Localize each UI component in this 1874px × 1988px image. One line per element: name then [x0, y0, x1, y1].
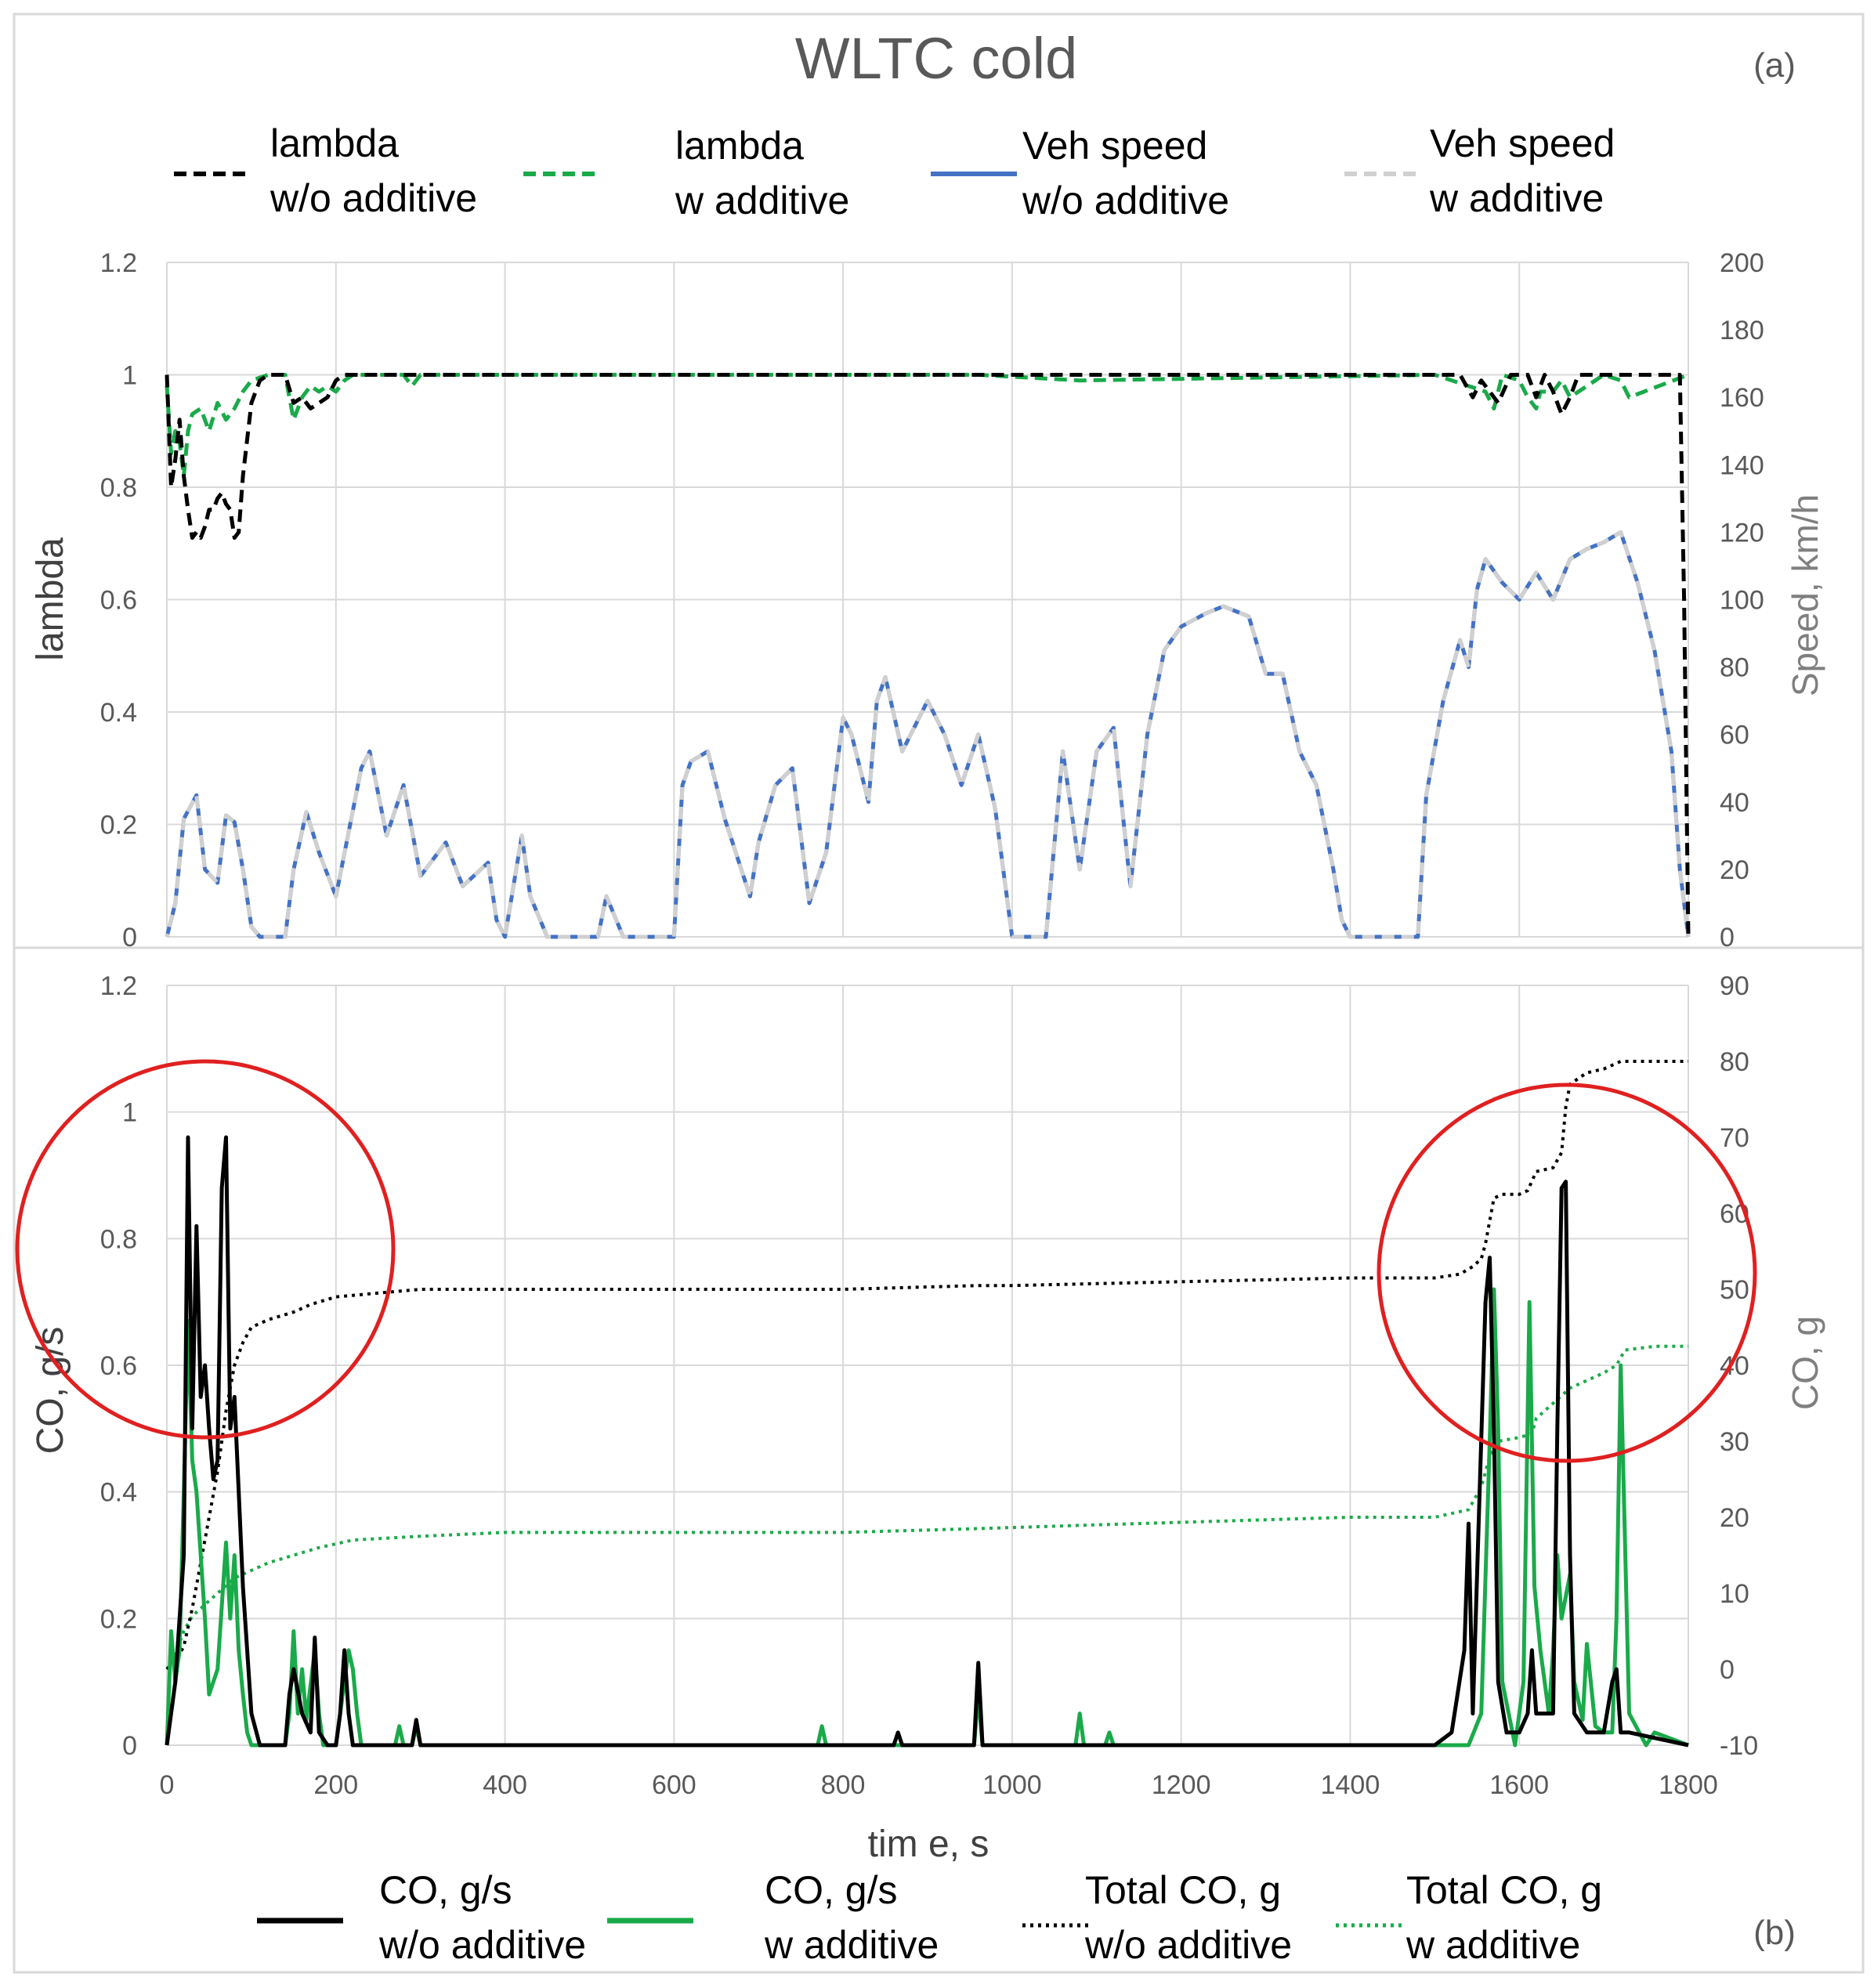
- y2-tick-label-7: 140: [1720, 450, 1764, 480]
- legend-item-speed-w: Veh speed w additive: [1344, 121, 1615, 220]
- legend-label-co-w-line2: w additive: [764, 1923, 939, 1967]
- legend-label-lambda-wo-line2: w/o additive: [270, 176, 477, 220]
- x-tick-label-2: 400: [483, 1770, 527, 1800]
- y2-tick-label-0: 0: [1720, 923, 1735, 952]
- x-tick-label-0: 0: [160, 1770, 175, 1800]
- panel-b-y-axis-title: CO, g/s: [30, 1327, 71, 1455]
- y-tick-label-4: 0.8: [100, 473, 137, 503]
- legend-label-total-w-line1: Total CO, g: [1406, 1868, 1602, 1912]
- legend-item-lambda-wo: lambda w/o additive: [174, 121, 477, 220]
- y-tick-label-6: 1.2: [100, 248, 137, 278]
- y2-tick-label-9: 80: [1720, 1047, 1749, 1077]
- panel-a-plot: 0 0.2 0.4 0.6 0.8 1 1.2 0 20 40 60 80 100 120 140 160 1…: [30, 248, 1825, 952]
- panel-b-plot: 00.20.40.60.811.2 -100102030405060708090…: [15, 971, 1825, 1865]
- y2-tick-label-2: 40: [1720, 788, 1749, 818]
- panel-label-b: (b): [1753, 1914, 1796, 1952]
- x-tick-label-6: 1200: [1152, 1770, 1211, 1800]
- legend-label-lambda-wo-line1: lambda: [270, 121, 399, 165]
- legend-label-lambda-w-line1: lambda: [675, 124, 804, 168]
- y-tick-label-4: 0.8: [100, 1224, 137, 1254]
- legend-label-speed-wo-line1: Veh speed: [1022, 124, 1207, 168]
- x-tick-label-3: 600: [652, 1770, 696, 1800]
- y2-tick-label-3: 60: [1720, 721, 1749, 750]
- y-tick-label-1: 0.2: [100, 811, 137, 840]
- legend-label-total-wo-line2: w/o additive: [1084, 1923, 1292, 1967]
- y2-tick-label-4: 30: [1720, 1427, 1749, 1457]
- x-tick-label-9: 1800: [1659, 1770, 1718, 1800]
- highlight-circle-right: [1377, 1083, 1757, 1463]
- panel-label-a: (a): [1753, 46, 1796, 85]
- y2-tick-label-6: 120: [1720, 518, 1764, 548]
- legend-a: lambda w/o additive lambda w additive Ve…: [174, 121, 1615, 222]
- y2-tick-label-1: 20: [1720, 855, 1749, 885]
- panel-b-y2-axis-title: CO, g: [1785, 1316, 1825, 1410]
- series-line-lambda-wo: [165, 373, 1691, 938]
- series-line-total-wo: [165, 1060, 1688, 1671]
- x-tick-label-1: 200: [313, 1770, 358, 1800]
- y2-tick-label-4: 80: [1720, 653, 1749, 683]
- legend-label-co-wo-line2: w/o additive: [378, 1923, 586, 1967]
- legend-label-co-wo-line1: CO, g/s: [379, 1868, 512, 1912]
- panel-a-right-axis-ticks: 0 20 40 60 80 100 120 140 160 180 200: [1720, 248, 1764, 952]
- series-line-speed-w: [165, 530, 1691, 939]
- legend-item-lambda-w: lambda w additive: [523, 124, 849, 222]
- y2-tick-label-10: 200: [1720, 248, 1764, 278]
- legend-label-speed-w-line2: w additive: [1429, 176, 1604, 220]
- y2-tick-label-5: 100: [1720, 586, 1764, 616]
- legend-item-total-wo: Total CO, g w/o additive: [1022, 1868, 1292, 1967]
- legend-item-co-w: CO, g/s w additive: [607, 1868, 939, 1967]
- y-tick-label-3: 0.6: [100, 1351, 137, 1381]
- y2-tick-label-1: 0: [1720, 1655, 1735, 1685]
- legend-label-lambda-w-line2: w additive: [675, 179, 849, 222]
- y-tick-label-5: 1: [122, 361, 137, 391]
- y2-tick-label-9: 180: [1720, 316, 1764, 345]
- series-line-lambda-w: [165, 373, 1689, 479]
- panel-a-y-axis-title: lambda: [30, 537, 71, 661]
- x-tick-label-8: 1600: [1489, 1770, 1549, 1800]
- panel-a-y2-axis-title: Speed, km/h: [1785, 494, 1825, 696]
- panel-a-left-axis-ticks: 0 0.2 0.4 0.6 0.8 1 1.2: [100, 248, 137, 952]
- legend-label-speed-wo-line2: w/o additive: [1022, 179, 1229, 222]
- legend-item-speed-wo: Veh speed w/o additive: [931, 124, 1229, 222]
- y-tick-label-3: 0.6: [100, 586, 137, 616]
- legend-label-speed-w-line1: Veh speed: [1430, 121, 1615, 165]
- x-tick-label-5: 1000: [982, 1770, 1042, 1800]
- y-tick-label-0: 0: [122, 923, 137, 952]
- legend-label-co-w-line1: CO, g/s: [765, 1868, 897, 1912]
- y2-tick-label-10: 90: [1720, 971, 1749, 1001]
- series-line-co-wo: [165, 1135, 1689, 1748]
- y2-tick-label-2: 10: [1720, 1579, 1749, 1609]
- legend-item-total-w: Total CO, g w additive: [1336, 1868, 1602, 1967]
- y-tick-label-2: 0.4: [100, 698, 137, 728]
- panel-b-x-axis-title: tim e, s: [868, 1824, 989, 1865]
- y-tick-label-5: 1: [122, 1098, 137, 1128]
- y-tick-label-0: 0: [122, 1731, 137, 1761]
- legend-label-total-w-line2: w additive: [1406, 1923, 1580, 1967]
- chart-title: WLTC cold: [795, 26, 1077, 91]
- y2-tick-label-8: 160: [1720, 383, 1764, 413]
- y-tick-label-2: 0.4: [100, 1478, 137, 1508]
- panel-b-left-axis-ticks: 0 0.2 0.4 0.6 0.8 1 1.2: [100, 971, 137, 1761]
- legend-b: CO, g/s w/o additive CO, g/s w additive …: [257, 1868, 1602, 1967]
- panel-b-x-axis-ticks: 0 200 400 600 800 1000 1200 1400 1600 1800: [160, 1770, 1718, 1800]
- y2-tick-label-3: 20: [1720, 1503, 1749, 1533]
- y-tick-label-1: 0.2: [100, 1604, 137, 1634]
- x-tick-label-7: 1400: [1321, 1770, 1380, 1800]
- x-tick-label-4: 800: [821, 1770, 866, 1800]
- highlight-circle-left: [15, 1059, 396, 1440]
- panel-b-series: [165, 1060, 1689, 1748]
- y2-tick-label-8: 70: [1720, 1123, 1749, 1153]
- legend-label-total-wo-line1: Total CO, g: [1085, 1868, 1281, 1912]
- legend-item-co-wo: CO, g/s w/o additive: [257, 1868, 586, 1967]
- y2-tick-label-6: 50: [1720, 1275, 1749, 1305]
- y2-tick-label-0: -10: [1720, 1731, 1758, 1761]
- panel-a-series: [165, 373, 1691, 939]
- y-tick-label-6: 1.2: [100, 971, 137, 1001]
